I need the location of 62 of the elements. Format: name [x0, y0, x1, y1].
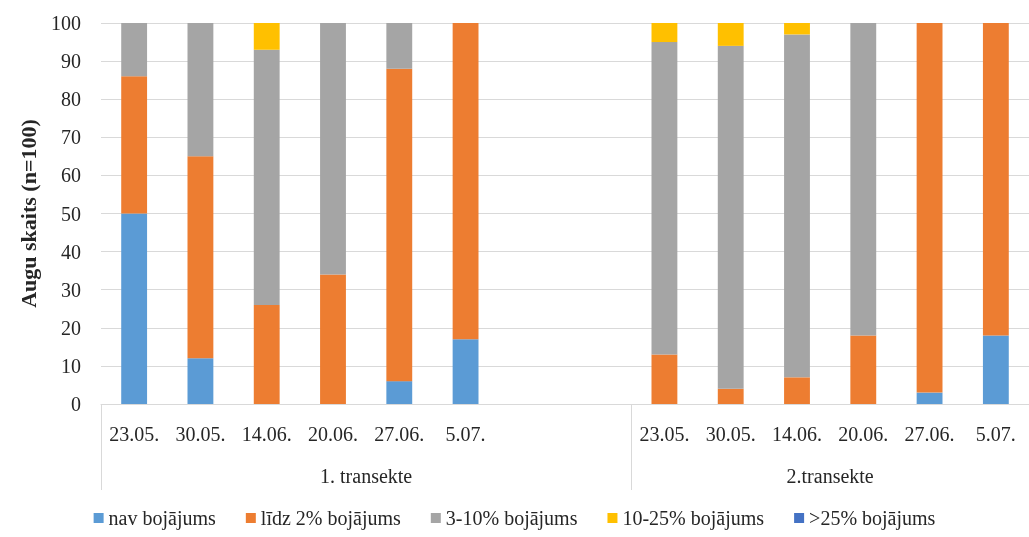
bar: [121, 213, 148, 404]
y-tick-label: 40: [61, 240, 81, 263]
x-tick-label: 27.06.: [904, 423, 955, 445]
text: 1. transekte: [320, 465, 413, 487]
bar: [982, 23, 1009, 336]
y-tick-label: 100: [51, 12, 81, 34]
x-tick-label: 20.06.: [308, 423, 358, 445]
y-tick-label: 50: [61, 202, 81, 225]
legend-label: 10-25% bojājums: [622, 507, 765, 530]
legend-label: līdz 2% bojājums: [260, 507, 402, 530]
y-tick-label: 80: [61, 88, 81, 111]
bar: [850, 23, 877, 336]
bar: [386, 381, 413, 404]
x-tick-label: 20.06.: [838, 423, 889, 445]
bar: [784, 34, 810, 378]
bar: [253, 23, 280, 50]
bar: [452, 23, 479, 340]
y-tick-label: 10: [61, 354, 81, 377]
bar: [651, 42, 678, 355]
bar: [121, 76, 148, 214]
bar: [651, 23, 678, 43]
y-tick-label: 0: [71, 393, 81, 415]
bar: [982, 335, 1009, 404]
bar: [717, 45, 744, 389]
y-tick-label: 20: [61, 316, 81, 339]
y-tick-label: 70: [61, 126, 81, 149]
bar: [121, 23, 148, 77]
x-tick-label: 14.06.: [772, 423, 822, 445]
bar: [187, 23, 214, 157]
bar: [320, 274, 346, 404]
bar: [717, 23, 744, 46]
x-tick-label: 30.05.: [705, 423, 756, 445]
y-axis-title: Augu skaits (n=100): [15, 119, 41, 308]
bar: [717, 388, 744, 404]
bar: [916, 23, 943, 393]
text: 2.transekte: [786, 465, 874, 487]
bar: [253, 304, 280, 404]
x-tick-label: 30.05.: [175, 423, 226, 445]
x-tick-label: 27.06.: [374, 423, 425, 445]
legend-label: >25% bojājums: [809, 507, 936, 530]
legend-label: 3-10% bojājums: [445, 507, 578, 530]
bar: [187, 156, 214, 359]
x-tick-label: 5.07.: [975, 423, 1016, 445]
bar: [253, 49, 280, 305]
x-tick-label: 23.05.: [639, 423, 690, 445]
bar: [651, 354, 678, 404]
bar: [386, 68, 413, 382]
x-tick-label: 5.07.: [445, 423, 486, 445]
y-tick-label: 60: [61, 164, 81, 187]
bar: [784, 377, 810, 404]
bar: [784, 23, 810, 35]
y-tick-label: 90: [61, 50, 81, 73]
bar: [850, 335, 877, 404]
bar: [386, 23, 413, 69]
x-tick-label: 14.06.: [241, 423, 292, 445]
bar: [452, 339, 479, 404]
bar: [187, 358, 214, 404]
bar: [320, 23, 346, 275]
x-tick-label: 23.05.: [109, 423, 160, 445]
legend-label: nav bojājums: [108, 507, 217, 530]
bar: [916, 392, 943, 404]
y-tick-label: 30: [61, 278, 81, 301]
